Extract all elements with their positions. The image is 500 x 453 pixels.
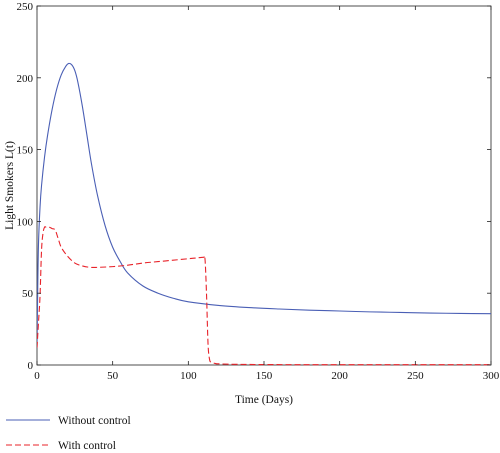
legend: Without control With control xyxy=(6,415,131,452)
x-axis-label: Time (Days) xyxy=(235,394,293,406)
plot-border xyxy=(36,5,492,366)
y-tick-label: 0 xyxy=(28,360,34,372)
x-tick-label: 150 xyxy=(256,370,273,382)
series-line-without-control xyxy=(37,62,491,348)
series-line-with-control xyxy=(37,226,491,366)
x-tick-label: 50 xyxy=(107,370,119,382)
x-tick-label: 300 xyxy=(483,370,500,382)
plot-area xyxy=(36,5,492,366)
legend-label-with-control: With control xyxy=(58,440,116,452)
x-tick-label: 100 xyxy=(180,370,197,382)
y-tick-label: 250 xyxy=(17,1,34,13)
x-tick-label: 200 xyxy=(331,370,348,382)
series-layer xyxy=(37,62,491,366)
x-tick-label: 250 xyxy=(407,370,424,382)
y-tick-label: 200 xyxy=(17,73,34,85)
axis-ticks: 0 50 100 150 200 250 300 0 50 100 150 200 250 xyxy=(17,1,500,382)
y-axis-label: Light Smokers L(t) xyxy=(4,141,16,230)
y-tick-label: 150 xyxy=(17,145,34,157)
y-tick-label: 50 xyxy=(22,288,34,300)
y-tick-label: 100 xyxy=(17,216,34,228)
x-tick-label: 0 xyxy=(34,370,40,382)
legend-label-without-control: Without control xyxy=(58,415,131,427)
